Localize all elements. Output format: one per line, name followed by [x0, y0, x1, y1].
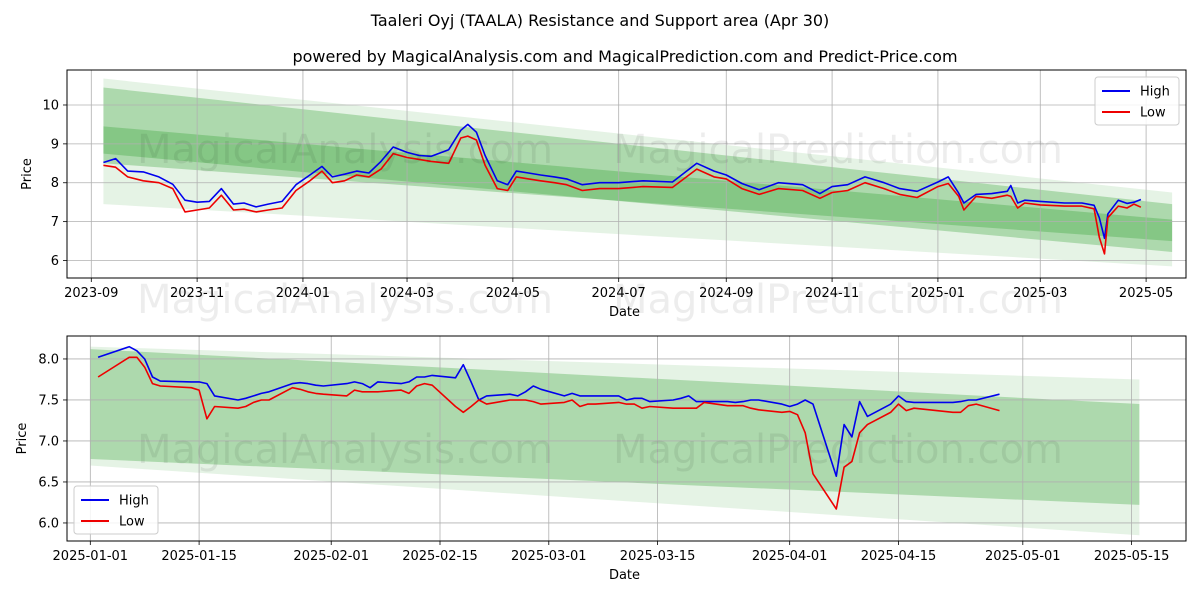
bottom-y-tick-label: 7.5: [38, 393, 59, 408]
top-x-tick-label: 2023-09: [64, 286, 118, 301]
bottom-x-tick-label: 2025-04-15: [861, 549, 937, 564]
top-x-axis-label: Date: [609, 305, 640, 320]
top-legend: High Low: [1094, 76, 1180, 126]
watermark-analysis-mid: MagicalAnalysis.com: [137, 277, 553, 323]
bottom-y-axis-label: Price: [15, 423, 30, 455]
top-x-tick-label: 2024-05: [486, 286, 540, 301]
bottom-chart-panel: 2025-01-01 2025-01-15 2025-02-01 2025-02-15…: [15, 335, 1187, 583]
bottom-x-tick-label: 2025-03-15: [620, 549, 696, 564]
bottom-series-low-line: [97, 356, 1000, 510]
top-legend-label-high: High: [1140, 85, 1170, 100]
top-x-tick-label: 2025-01: [911, 286, 965, 301]
bottom-x-tick-label: 2025-02-01: [293, 549, 369, 564]
top-x-tick-label: 2024-01: [276, 286, 330, 301]
watermark-prediction-top: MagicalPrediction.com: [613, 127, 1063, 173]
bottom-plot-frame: [66, 335, 1187, 542]
top-x-tick-label: 2024-03: [380, 286, 434, 301]
top-legend-label-low: Low: [1140, 106, 1166, 121]
bottom-x-tick-label: 2025-05-15: [1094, 549, 1170, 564]
top-plot-frame: [66, 69, 1187, 279]
top-x-tick-label: 2024-07: [592, 286, 646, 301]
top-y-axis-label: Price: [20, 158, 35, 190]
bottom-legend: High Low: [73, 485, 159, 535]
bottom-y-tick-label: 8.0: [38, 352, 59, 367]
top-series-high-line: [103, 123, 1142, 240]
top-band-1: [103, 78, 1173, 267]
top-chart-panel: 2023-09 2023-11 2024-01 2024-03 2024-05 2024-…: [20, 69, 1187, 320]
bottom-y-tick-label: 7.0: [38, 434, 59, 449]
chart-subtitle: powered by MagicalAnalysis.com and Magic…: [292, 47, 957, 66]
bottom-y-tick-label: 6.5: [38, 475, 59, 490]
bottom-x-tick-label: 2025-03-01: [511, 549, 587, 564]
top-x-tick-label: 2023-11: [170, 286, 224, 301]
watermark-prediction-mid: MagicalPrediction.com: [613, 277, 1063, 323]
top-series-low-line: [103, 135, 1142, 255]
top-y-tick-label: 6: [51, 254, 59, 269]
top-y-tick-label: 10: [42, 98, 59, 113]
watermark-analysis-top: MagicalAnalysis.com: [137, 127, 553, 173]
bottom-legend-label-high: High: [119, 494, 149, 509]
bottom-x-tick-label: 2025-05-01: [985, 549, 1061, 564]
bottom-x-tick-label: 2025-02-15: [402, 549, 478, 564]
top-y-tick-label: 9: [51, 137, 59, 152]
chart-title: Taaleri Oyj (TAALA) Resistance and Suppo…: [370, 11, 830, 30]
bottom-y-tick-label: 6.0: [38, 516, 59, 531]
bottom-x-tick-label: 2025-04-01: [752, 549, 828, 564]
top-band-3: [103, 126, 1173, 242]
top-plot-area: [103, 78, 1173, 267]
top-x-tick-label: 2025-05: [1119, 286, 1173, 301]
bottom-legend-label-low: Low: [119, 515, 145, 530]
top-x-tick-label: 2024-09: [699, 286, 753, 301]
top-y-tick-label: 8: [51, 176, 59, 191]
bottom-x-tick-label: 2025-01-01: [53, 549, 129, 564]
top-series-group: [103, 123, 1142, 255]
watermark-analysis-bottom: MagicalAnalysis.com: [137, 427, 553, 473]
top-y-tick-label: 7: [51, 215, 59, 230]
top-x-tick-label: 2024-11: [805, 286, 859, 301]
top-x-tick-label: 2025-03: [1013, 286, 1067, 301]
watermark-prediction-bottom: MagicalPrediction.com: [613, 427, 1063, 473]
bottom-series-group: [97, 345, 1000, 510]
bottom-series-high-line: [97, 345, 1000, 477]
bottom-band-2: [90, 349, 1140, 505]
bottom-x-tick-label: 2025-01-15: [161, 549, 237, 564]
top-band-2: [103, 87, 1173, 252]
bottom-x-axis-label: Date: [609, 568, 640, 583]
